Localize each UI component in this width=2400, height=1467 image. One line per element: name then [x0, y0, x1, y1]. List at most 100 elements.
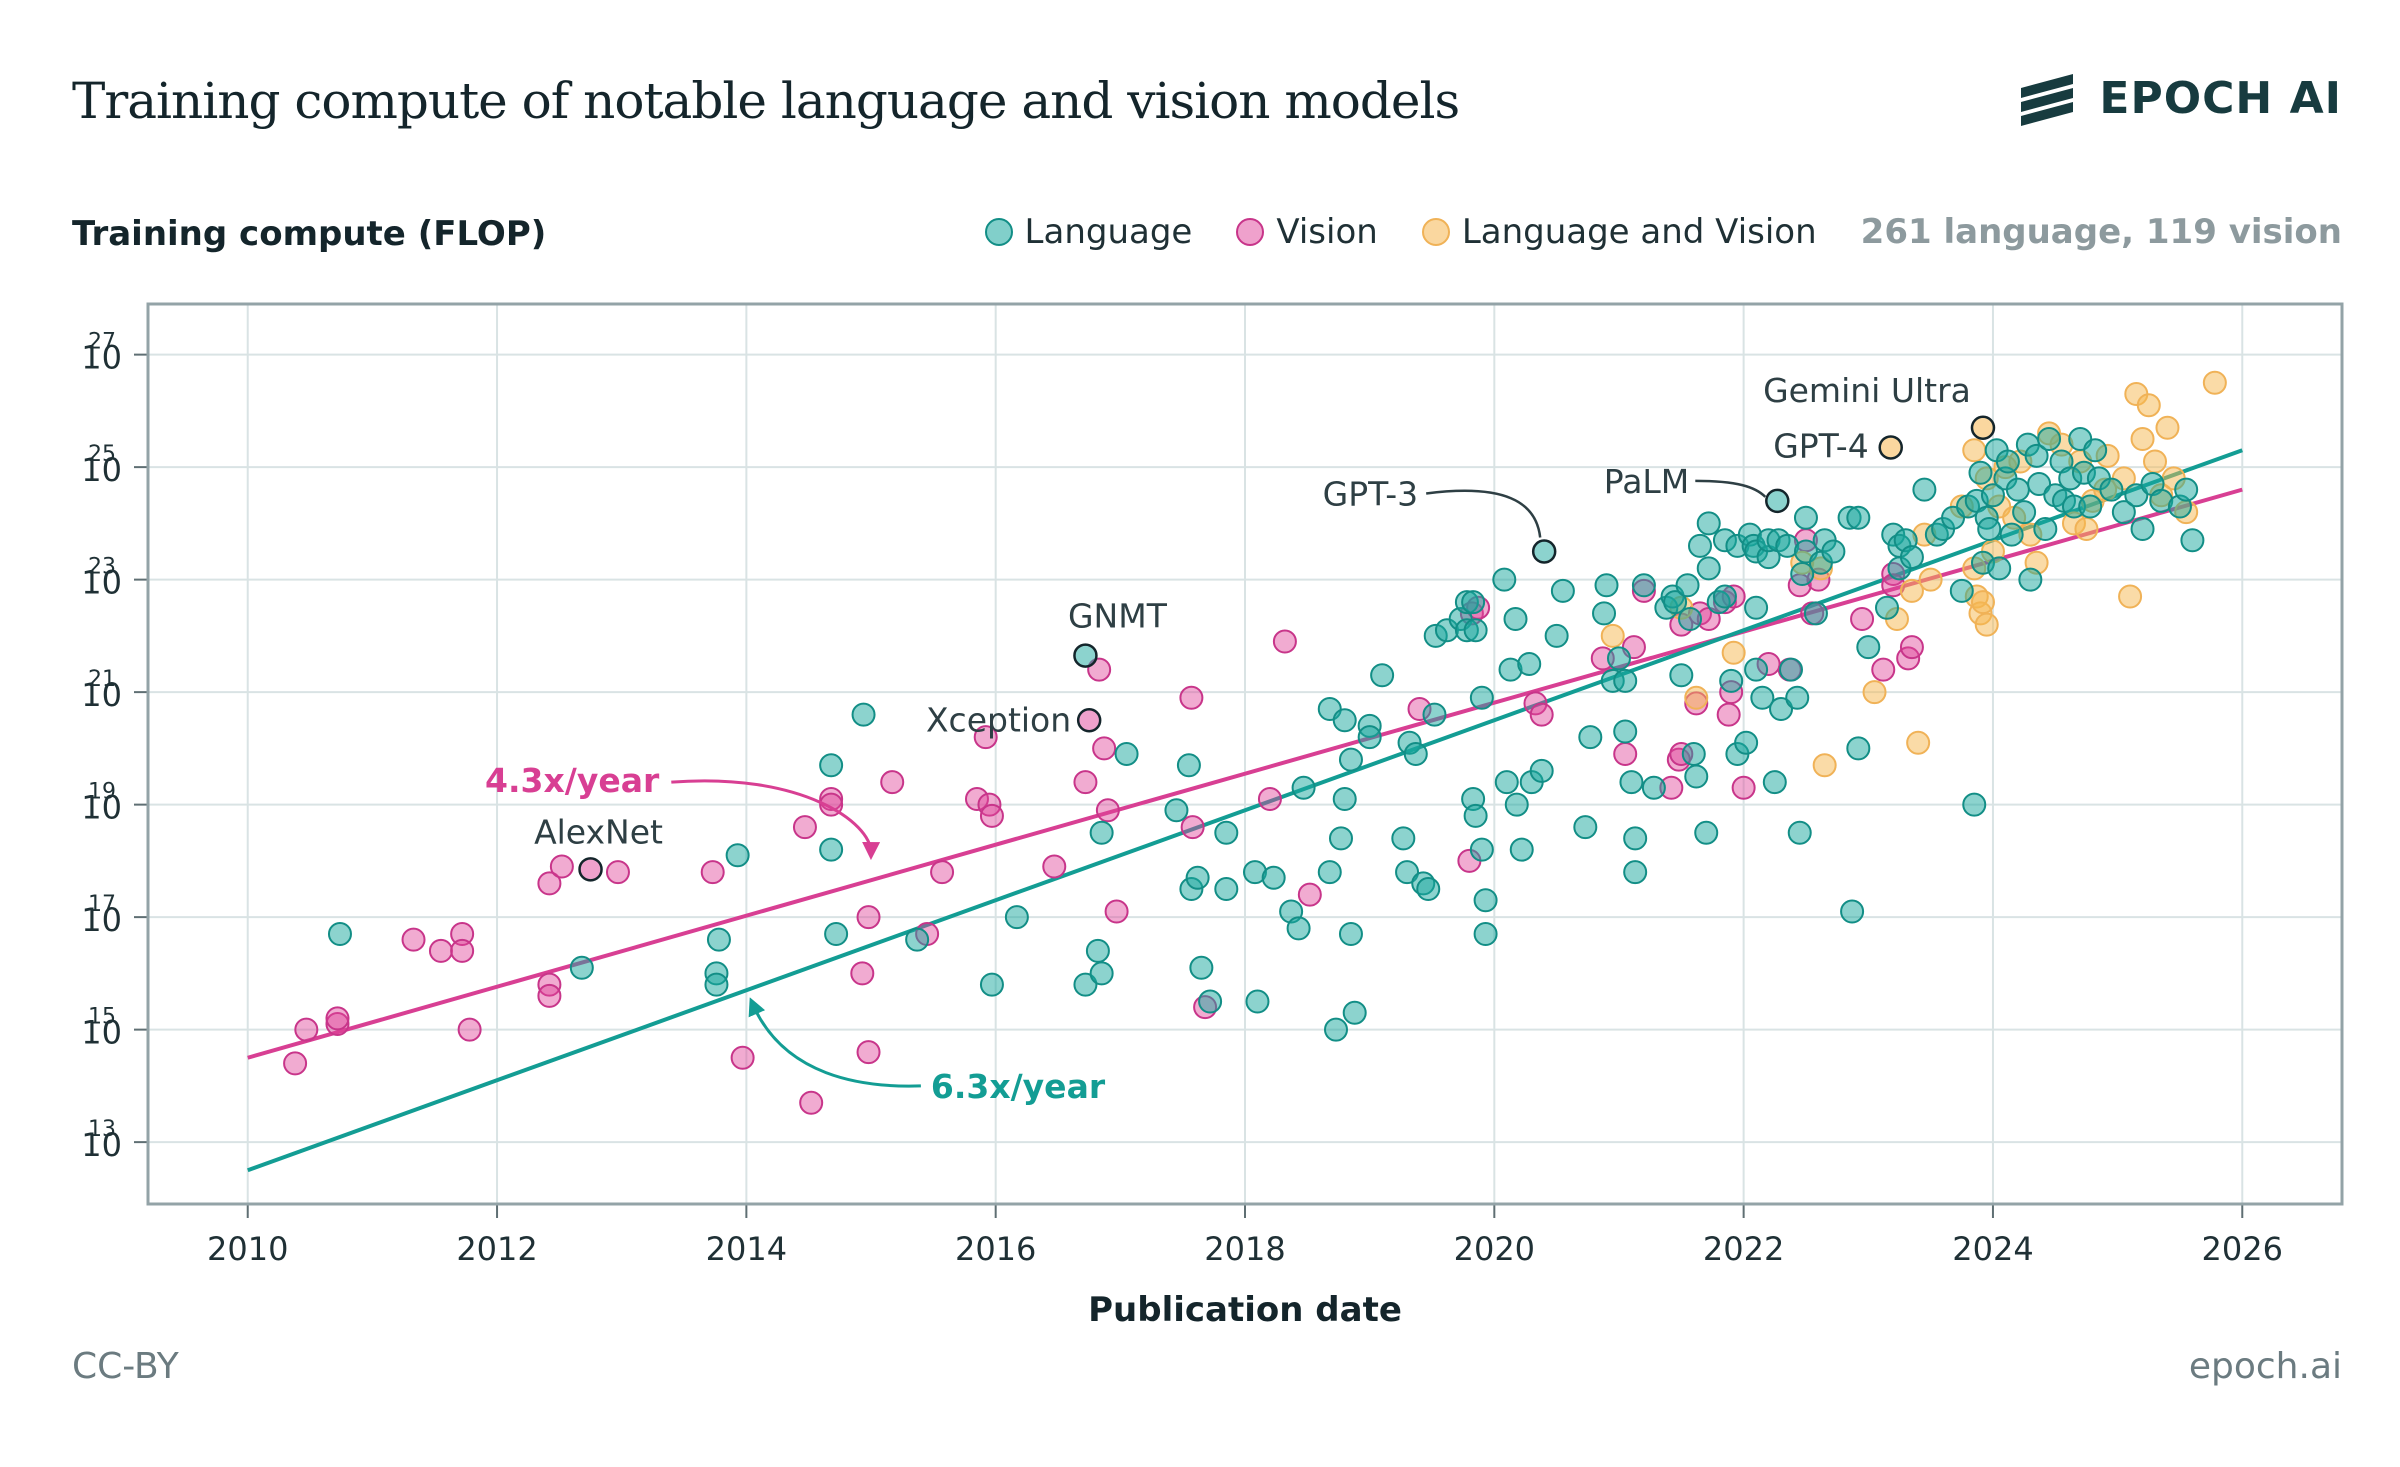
data-point: [1840, 899, 1865, 924]
x-tick-label: 2026: [2202, 1230, 2283, 1268]
data-point: [1731, 775, 1756, 800]
data-point: [1906, 730, 1931, 755]
data-point: [1089, 961, 1114, 986]
legend-label-language: Language: [1024, 212, 1193, 252]
data-point: [1073, 972, 1098, 997]
data-point: [1750, 685, 1775, 710]
y-tick-label: 10: [81, 1014, 122, 1052]
data-point: [819, 837, 844, 862]
data-point: [1391, 826, 1416, 851]
data-point: [799, 1090, 824, 1115]
data-point: [1871, 657, 1896, 682]
data-point: [1573, 815, 1598, 840]
leader-line-gpt3: [1426, 489, 1542, 538]
data-point: [1850, 607, 1875, 631]
data-point: [1529, 758, 1554, 783]
legend-item-language[interactable]: Language: [984, 212, 1193, 252]
data-point: [1297, 882, 1322, 907]
data-point: [1641, 775, 1666, 800]
data-point: [1494, 770, 1519, 795]
data-point: [1968, 460, 1993, 485]
data-point: [1089, 820, 1114, 845]
data-point: [1912, 477, 1937, 502]
data-point: [2174, 477, 2199, 502]
data-point: [1623, 860, 1648, 885]
data-point: [1085, 938, 1110, 963]
data-point: [706, 927, 731, 952]
data-point: [1594, 573, 1619, 598]
legend-item-vision[interactable]: Vision: [1236, 212, 1378, 252]
data-point: [1663, 590, 1688, 615]
data-point: [1812, 753, 1837, 778]
y-tick-exponent: 21: [88, 667, 116, 692]
data-point: [325, 1006, 350, 1031]
data-point: [1332, 787, 1357, 811]
data-point: [1623, 826, 1648, 851]
x-tick-label: 2024: [1952, 1230, 2033, 1268]
highlight-point: [1073, 643, 1098, 668]
data-point: [1592, 601, 1617, 626]
data-point: [2005, 477, 2030, 502]
data-point: [2099, 477, 2124, 502]
x-tick-label: 2020: [1454, 1230, 1535, 1268]
data-point: [1214, 877, 1239, 901]
data-point: [1317, 860, 1342, 885]
data-point: [1803, 601, 1828, 626]
data-point: [1899, 545, 1924, 570]
data-point: [979, 972, 1004, 997]
data-point: [1463, 618, 1488, 643]
data-point: [819, 753, 844, 778]
x-tick-label: 2022: [1703, 1230, 1784, 1268]
y-tick-label: 10: [81, 451, 122, 489]
data-point: [1995, 449, 2020, 474]
legend-item-language-and-vision[interactable]: Language and Vision: [1421, 212, 1817, 252]
highlight-point: [1970, 415, 1996, 440]
data-point: [1104, 899, 1129, 924]
data-point: [2180, 528, 2205, 553]
legend: Language Vision Language and Vision 261 …: [984, 212, 2342, 252]
data-point: [2118, 584, 2143, 609]
data-point: [325, 1012, 350, 1036]
data-point: [1675, 573, 1700, 598]
data-point: [1684, 764, 1709, 789]
data-point: [1004, 905, 1029, 930]
data-point: [1606, 646, 1631, 671]
data-point: [1272, 629, 1297, 654]
data-point: [856, 1040, 881, 1065]
data-point: [2202, 370, 2227, 395]
data-point: [1613, 668, 1638, 693]
y-tick-label: 10: [81, 339, 122, 377]
data-point: [1176, 753, 1201, 778]
data-point: [1509, 837, 1534, 862]
data-point: [1949, 578, 1974, 603]
data-point: [1734, 730, 1759, 755]
data-point: [2124, 483, 2149, 508]
data-points: [283, 370, 2227, 1115]
label-gnmt: GNMT: [1068, 597, 1168, 636]
legend-swatch-language: [984, 218, 1013, 246]
data-point: [1744, 595, 1769, 620]
data-point: [1332, 708, 1357, 733]
data-point: [2078, 494, 2103, 519]
arrow-vision-trend: [671, 779, 881, 861]
data-point: [1422, 702, 1447, 727]
data-point: [1862, 680, 1887, 705]
data-point: [1517, 652, 1542, 676]
data-point: [537, 871, 562, 896]
data-point: [1042, 854, 1067, 879]
y-tick-exponent: 13: [88, 1117, 116, 1142]
data-point: [1744, 657, 1769, 682]
brand-name: EPOCH AI: [2099, 72, 2342, 124]
data-point: [1688, 533, 1713, 558]
data-point: [1762, 770, 1787, 795]
y-tick-label: 10: [81, 1126, 122, 1164]
site-link[interactable]: epoch.ai: [2188, 1346, 2342, 1387]
data-point: [1403, 742, 1428, 766]
data-point: [1846, 736, 1871, 761]
data-point: [1987, 556, 2012, 581]
data-point: [1779, 657, 1804, 682]
brand-logo[interactable]: EPOCH AI: [2017, 70, 2342, 126]
data-point: [1716, 702, 1741, 727]
data-point: [1696, 511, 1721, 536]
data-point: [730, 1045, 755, 1070]
